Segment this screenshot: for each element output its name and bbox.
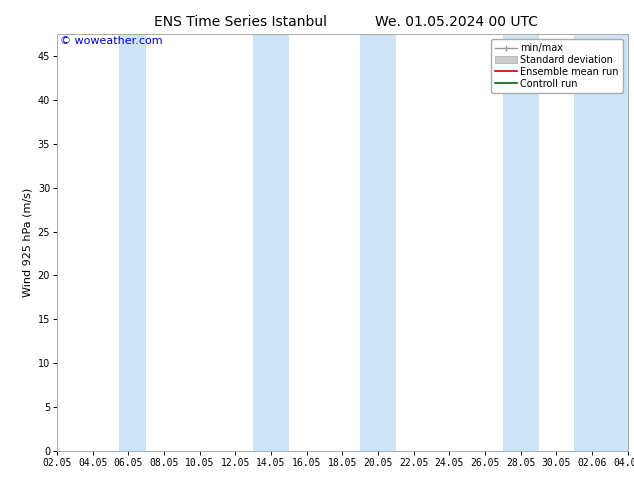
Bar	[119, 34, 146, 451]
Legend: min/max, Standard deviation, Ensemble mean run, Controll run: min/max, Standard deviation, Ensemble me…	[491, 39, 623, 93]
Bar	[503, 34, 538, 451]
Bar	[360, 34, 396, 451]
Bar	[574, 34, 628, 451]
Y-axis label: Wind 925 hPa (m/s): Wind 925 hPa (m/s)	[22, 188, 32, 297]
Text: We. 01.05.2024 00 UTC: We. 01.05.2024 00 UTC	[375, 15, 538, 29]
Bar	[253, 34, 289, 451]
Text: © woweather.com: © woweather.com	[60, 36, 162, 47]
Text: ENS Time Series Istanbul: ENS Time Series Istanbul	[155, 15, 327, 29]
